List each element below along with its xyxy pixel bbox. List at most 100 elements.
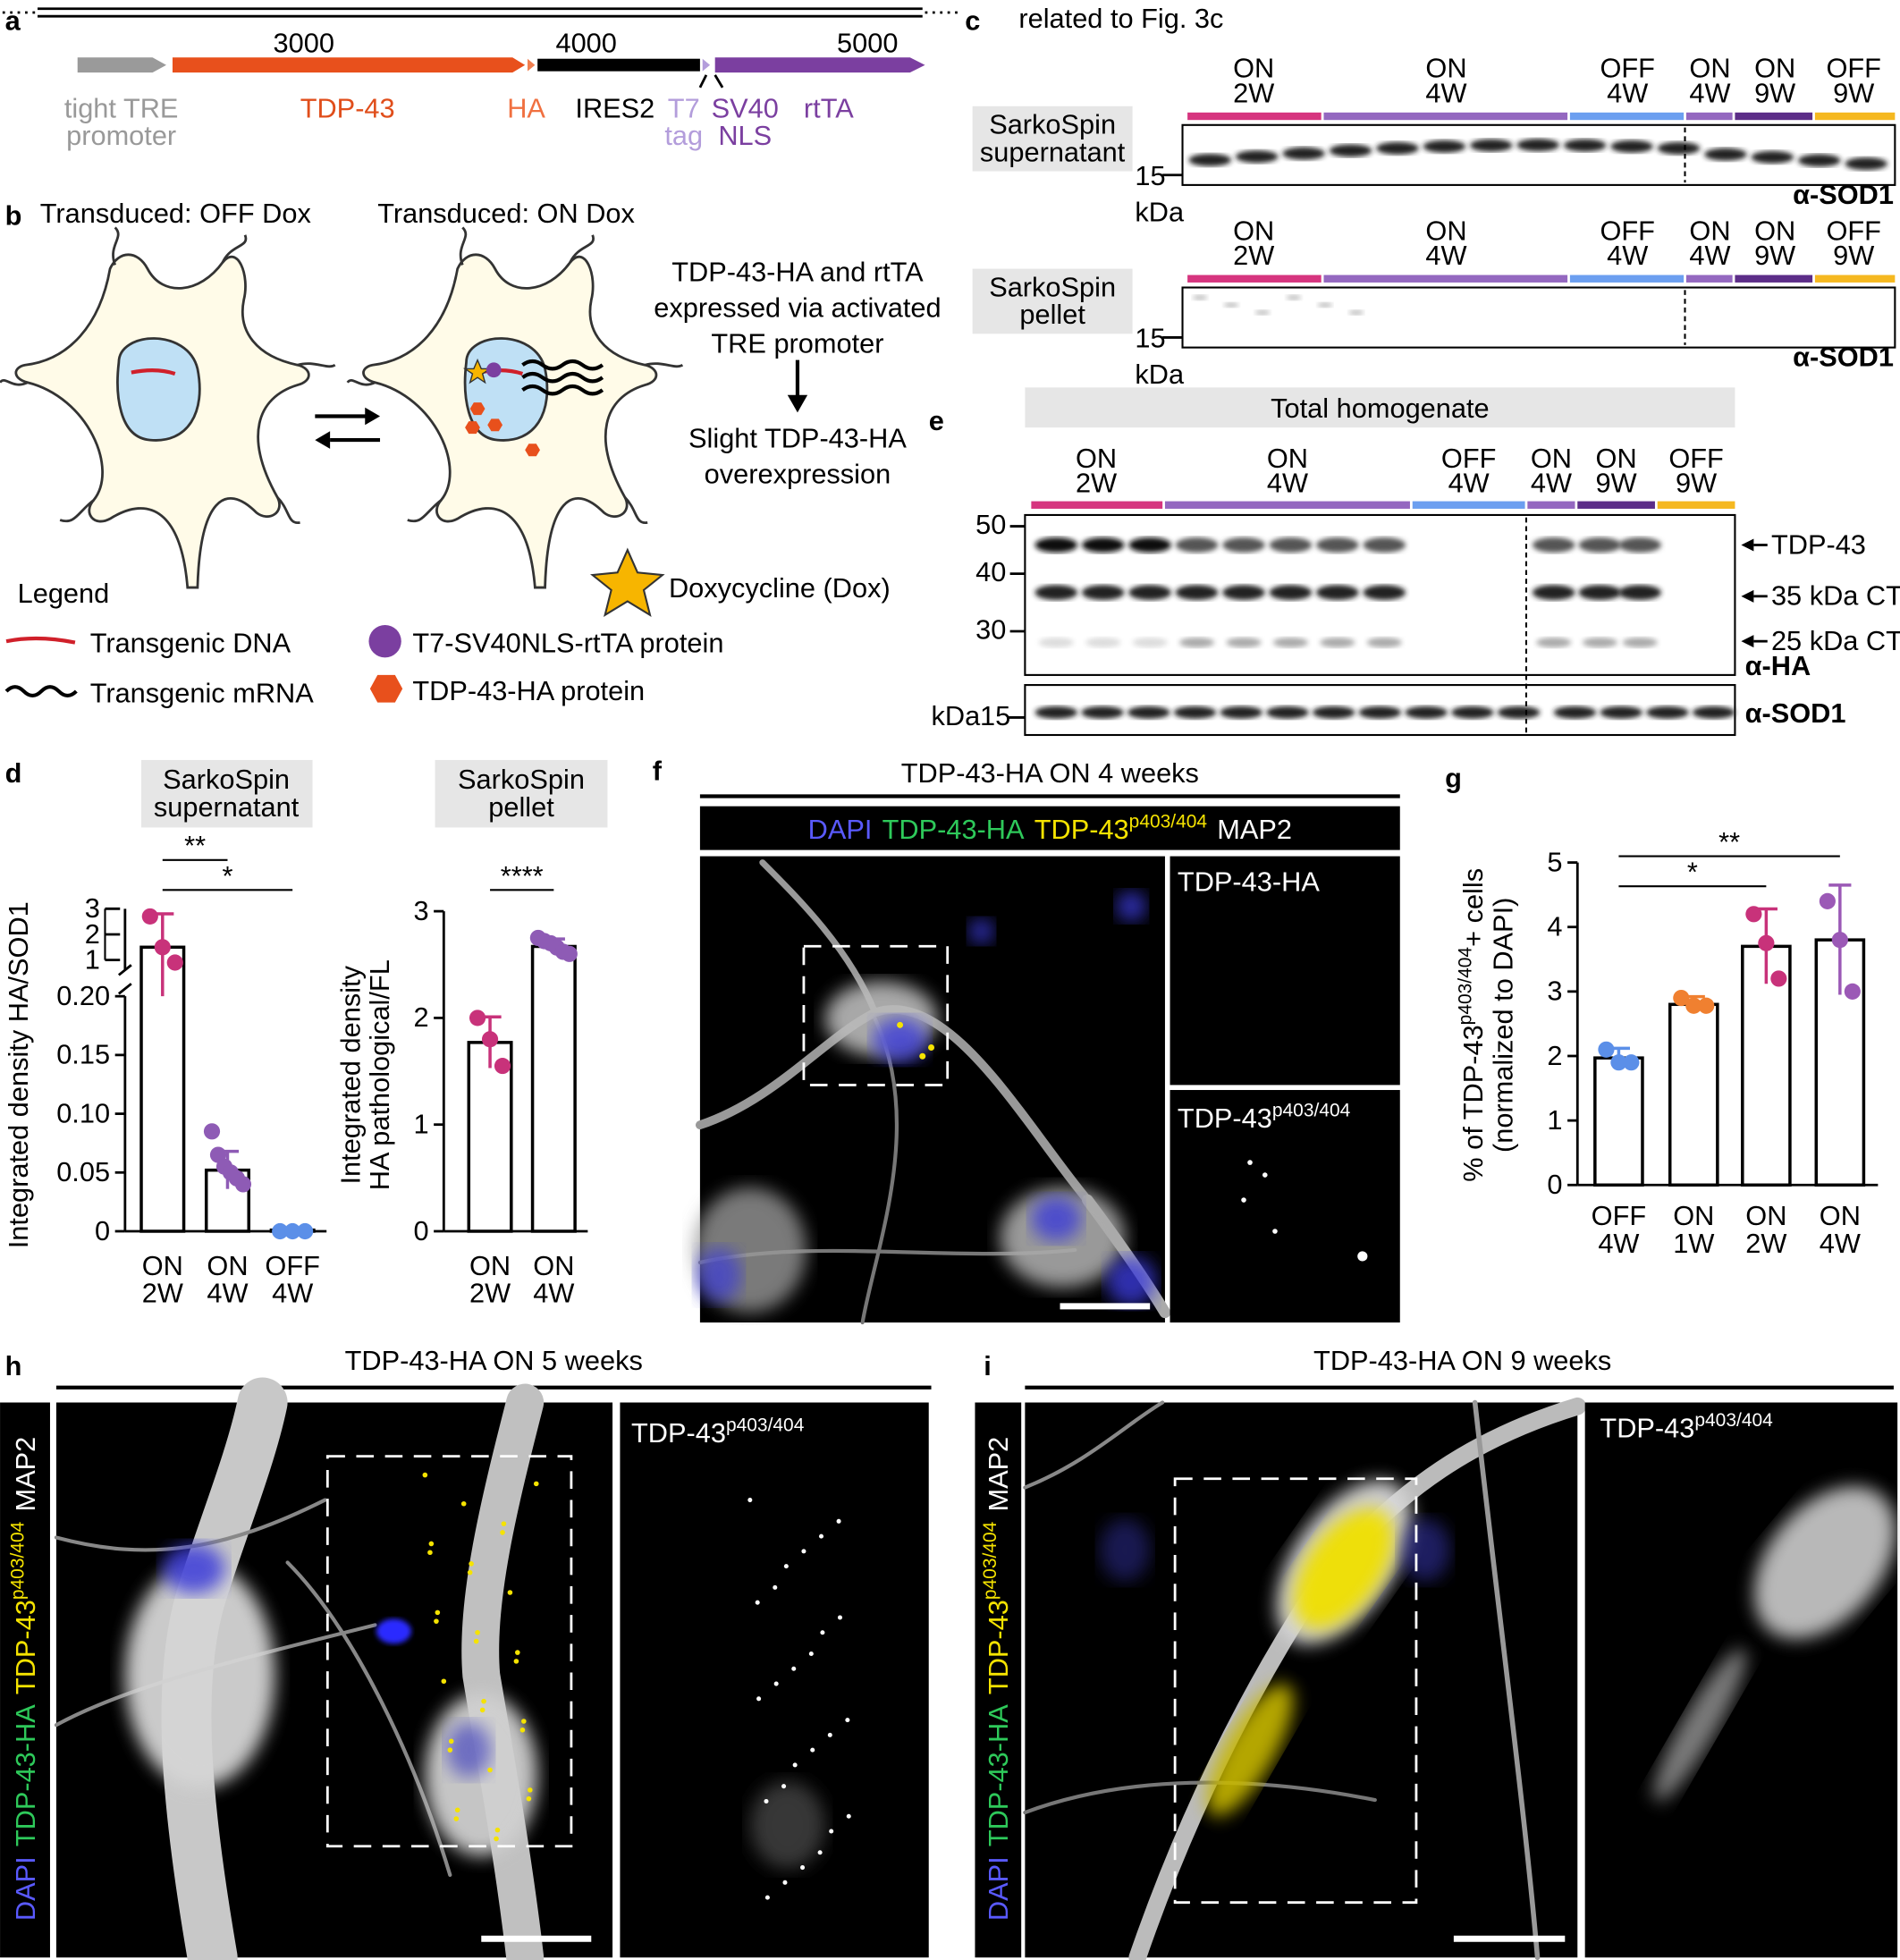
text-line: 2W [1233,77,1274,108]
panel-letter: f [653,755,663,786]
text-line: SarkoSpin [163,764,290,795]
lane-group: ON 2W [1233,53,1274,109]
neurite [860,1017,899,1325]
text-line: 4W [1820,1228,1861,1259]
y-axis-label: Integrated density HA/SOD1 [3,901,34,1248]
blot-band [1657,141,1701,155]
text-line: 4W [272,1278,313,1309]
puncta [801,1549,806,1554]
stain-dapi: DAPI [983,1856,1014,1921]
group-bar [1187,112,1322,121]
puncta [791,1666,797,1671]
text-line: ON [533,1250,574,1281]
blot-band [1622,637,1658,648]
text-line: ON [1233,53,1274,84]
blot-band [1618,585,1661,601]
y-axis-label: Integrated densityHA pathological/FL [335,959,395,1190]
puncta [1241,1197,1246,1203]
y-tick-label: 3 [85,892,100,924]
condition-title: Transduced: OFF Dox [40,198,312,229]
text-line: 9W [1596,468,1637,499]
data-point [1685,997,1702,1014]
blot-band [1269,585,1313,601]
axis-break [117,964,132,976]
blot-band [1282,147,1325,160]
cell-signal [446,1722,492,1778]
data-point [1819,892,1836,909]
x-tick-label: ON 2W [1745,1200,1786,1259]
text-line: ON [207,1250,248,1281]
puncta [764,1798,769,1804]
stain-p: TDP-43 [1034,814,1129,845]
x-tick-label: OFF 4W [265,1250,320,1309]
blot-speck [1192,294,1208,300]
puncta [519,1727,526,1733]
stain-strip [0,1402,50,1958]
neurite [285,1560,452,1878]
text-line: ON [1673,1200,1714,1231]
blot-band [1316,585,1359,601]
text-line: ON [1425,215,1466,246]
text-line: OFF [1441,443,1497,474]
connector [698,74,708,89]
cell-signal [1100,1518,1151,1582]
puncta [764,1895,770,1900]
puncta [475,1629,480,1635]
puncta [783,1564,789,1569]
y-tick-label: 0.20 [56,980,110,1011]
text-line: SV40 [712,92,779,123]
mw-unit: kDa [1135,359,1185,390]
puncta [533,1481,539,1487]
puncta [469,1561,474,1567]
zoom-region [802,944,950,1086]
puncta [1262,1172,1268,1178]
puncta [441,1678,447,1685]
y-tick-label: 3 [1547,976,1562,1007]
text-line: 2W [1745,1228,1786,1259]
y-axis-label-sup: p403/404 [1455,947,1475,1026]
puncta [500,1530,505,1535]
puncta [846,1813,851,1819]
text-line: ON [1596,443,1637,474]
promoter-label: tight TRE promoter [64,92,179,151]
y-tick-label: 1 [413,1108,428,1139]
antibody: α-HA [1745,650,1811,681]
cell-signal [1653,1648,1747,1802]
scale-tick: 5000 [837,28,898,59]
text-line: overexpression [705,458,891,489]
text-line: OFF [265,1250,320,1281]
x-tick-label: ON 4W [1820,1200,1861,1259]
stain-p: TDP-43 [10,1600,41,1694]
mw-marker: 15 [980,700,1010,731]
blot-band [1128,537,1171,553]
group-bar [1164,501,1410,509]
mw-marker: 15 [1135,160,1165,191]
panel-letter: e [929,405,944,436]
data-point [1745,906,1762,923]
data-point [1698,997,1715,1014]
data-point [1758,934,1775,951]
data-point [1844,983,1861,1000]
inset-label: TDP-43-HA [1178,866,1320,898]
blot-band [1363,537,1406,553]
blot-band [1532,537,1575,553]
image-title: TDP-43-HA ON 4 weeks [901,757,1199,789]
text-line: 4W [1689,77,1730,108]
micrograph-inset [620,1402,929,1958]
puncta [756,1696,762,1702]
x-tick-label: ON 2W [469,1250,511,1309]
image-title: TDP-43-HA ON 9 weeks [1313,1345,1611,1376]
y-tick-label: 3 [413,895,428,926]
group-bar [1569,275,1685,283]
stain-map2: MAP2 [983,1437,1014,1512]
band-arrow [1741,589,1754,603]
group-bar [1814,112,1896,121]
legend-tdp43 [369,674,403,703]
mrna [521,359,604,371]
band-arrow [1741,635,1754,648]
blot-band [1563,139,1607,152]
legend-mrna [4,685,78,698]
puncta [473,1638,479,1644]
puncta [747,1498,753,1503]
blot-band [1578,585,1622,601]
